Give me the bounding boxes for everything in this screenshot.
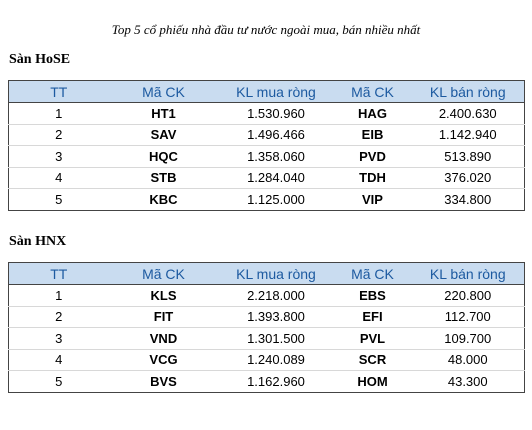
cell-sell-code: PVD <box>333 145 412 167</box>
cell-sell-volume: 112.700 <box>411 305 525 328</box>
table-row: 4 STB 1.284.040 TDH 376.020 <box>8 166 525 189</box>
cell-buy-volume: 1.162.960 <box>218 370 334 392</box>
table-header-row: TT Mã CK KL mua ròng Mã CK KL bán ròng <box>8 262 525 285</box>
cell-sell-volume: 513.890 <box>411 145 525 167</box>
table-header-row: TT Mã CK KL mua ròng Mã CK KL bán ròng <box>8 80 525 103</box>
cell-sell-code: EFI <box>333 305 412 328</box>
cell-tt: 5 <box>8 188 109 210</box>
cell-buy-volume: 1.496.466 <box>218 123 334 146</box>
cell-buy-code: VND <box>108 327 219 349</box>
cell-sell-code: HAG <box>333 102 412 124</box>
cell-tt: 4 <box>8 166 109 189</box>
cell-sell-code: TDH <box>333 166 412 189</box>
header-sell-code: Mã CK <box>333 80 412 103</box>
cell-tt: 2 <box>8 305 109 328</box>
cell-sell-code: PVL <box>333 327 412 349</box>
cell-buy-code: VCG <box>108 348 219 371</box>
header-tt: TT <box>8 262 109 285</box>
cell-tt: 1 <box>8 102 109 124</box>
cell-sell-volume: 48.000 <box>411 348 525 371</box>
table-row: 1 HT1 1.530.960 HAG 2.400.630 <box>8 102 525 124</box>
cell-sell-volume: 220.800 <box>411 284 525 306</box>
cell-buy-code: HQC <box>108 145 219 167</box>
table-row: 5 KBC 1.125.000 VIP 334.800 <box>8 188 525 210</box>
hnx-title: Sàn HNX <box>9 234 67 249</box>
table-row: 3 HQC 1.358.060 PVD 513.890 <box>8 145 525 167</box>
cell-sell-code: EBS <box>333 284 412 306</box>
cell-buy-code: SAV <box>108 123 219 146</box>
cell-buy-volume: 1.393.800 <box>218 305 334 328</box>
table-row: 1 KLS 2.218.000 EBS 220.800 <box>8 284 525 306</box>
cell-buy-volume: 1.240.089 <box>218 348 334 371</box>
cell-buy-code: STB <box>108 166 219 189</box>
header-sell-code: Mã CK <box>333 262 412 285</box>
cell-tt: 1 <box>8 284 109 306</box>
header-buy-code: Mã CK <box>108 262 219 285</box>
cell-buy-volume: 1.301.500 <box>218 327 334 349</box>
cell-buy-code: KLS <box>108 284 219 306</box>
cell-buy-code: HT1 <box>108 102 219 124</box>
cell-sell-volume: 334.800 <box>411 188 525 210</box>
cell-tt: 5 <box>8 370 109 392</box>
cell-buy-volume: 2.218.000 <box>218 284 334 306</box>
hose-table: TT Mã CK KL mua ròng Mã CK KL bán ròng 1… <box>8 80 525 211</box>
cell-tt: 2 <box>8 123 109 146</box>
header-buy-code: Mã CK <box>108 80 219 103</box>
cell-buy-volume: 1.284.040 <box>218 166 334 189</box>
table-row: 2 FIT 1.393.800 EFI 112.700 <box>8 305 525 328</box>
cell-sell-code: EIB <box>333 123 412 146</box>
cell-buy-volume: 1.530.960 <box>218 102 334 124</box>
cell-sell-volume: 2.400.630 <box>411 102 525 124</box>
header-tt: TT <box>8 80 109 103</box>
table-row: 3 VND 1.301.500 PVL 109.700 <box>8 327 525 349</box>
cell-tt: 4 <box>8 348 109 371</box>
cell-sell-volume: 109.700 <box>411 327 525 349</box>
header-sell-volume: KL bán ròng <box>411 80 525 103</box>
cell-sell-volume: 376.020 <box>411 166 525 189</box>
cell-buy-volume: 1.125.000 <box>218 188 334 210</box>
cell-sell-code: SCR <box>333 348 412 371</box>
hnx-table: TT Mã CK KL mua ròng Mã CK KL bán ròng 1… <box>8 262 525 393</box>
cell-buy-volume: 1.358.060 <box>218 145 334 167</box>
cell-buy-code: FIT <box>108 305 219 328</box>
cell-sell-code: HOM <box>333 370 412 392</box>
cell-buy-code: BVS <box>108 370 219 392</box>
cell-sell-volume: 1.142.940 <box>411 123 525 146</box>
cell-sell-volume: 43.300 <box>411 370 525 392</box>
table-row: 5 BVS 1.162.960 HOM 43.300 <box>8 370 525 392</box>
table-row: 2 SAV 1.496.466 EIB 1.142.940 <box>8 123 525 146</box>
header-buy-volume: KL mua ròng <box>218 80 334 103</box>
cell-sell-code: VIP <box>333 188 412 210</box>
cell-tt: 3 <box>8 327 109 349</box>
header-buy-volume: KL mua ròng <box>218 262 334 285</box>
hose-title: Sàn HoSE <box>9 52 71 67</box>
page-caption: Top 5 cổ phiếu nhà đầu tư nước ngoài mua… <box>111 22 421 37</box>
table-row: 4 VCG 1.240.089 SCR 48.000 <box>8 348 525 371</box>
cell-buy-code: KBC <box>108 188 219 210</box>
header-sell-volume: KL bán ròng <box>411 262 525 285</box>
cell-tt: 3 <box>8 145 109 167</box>
